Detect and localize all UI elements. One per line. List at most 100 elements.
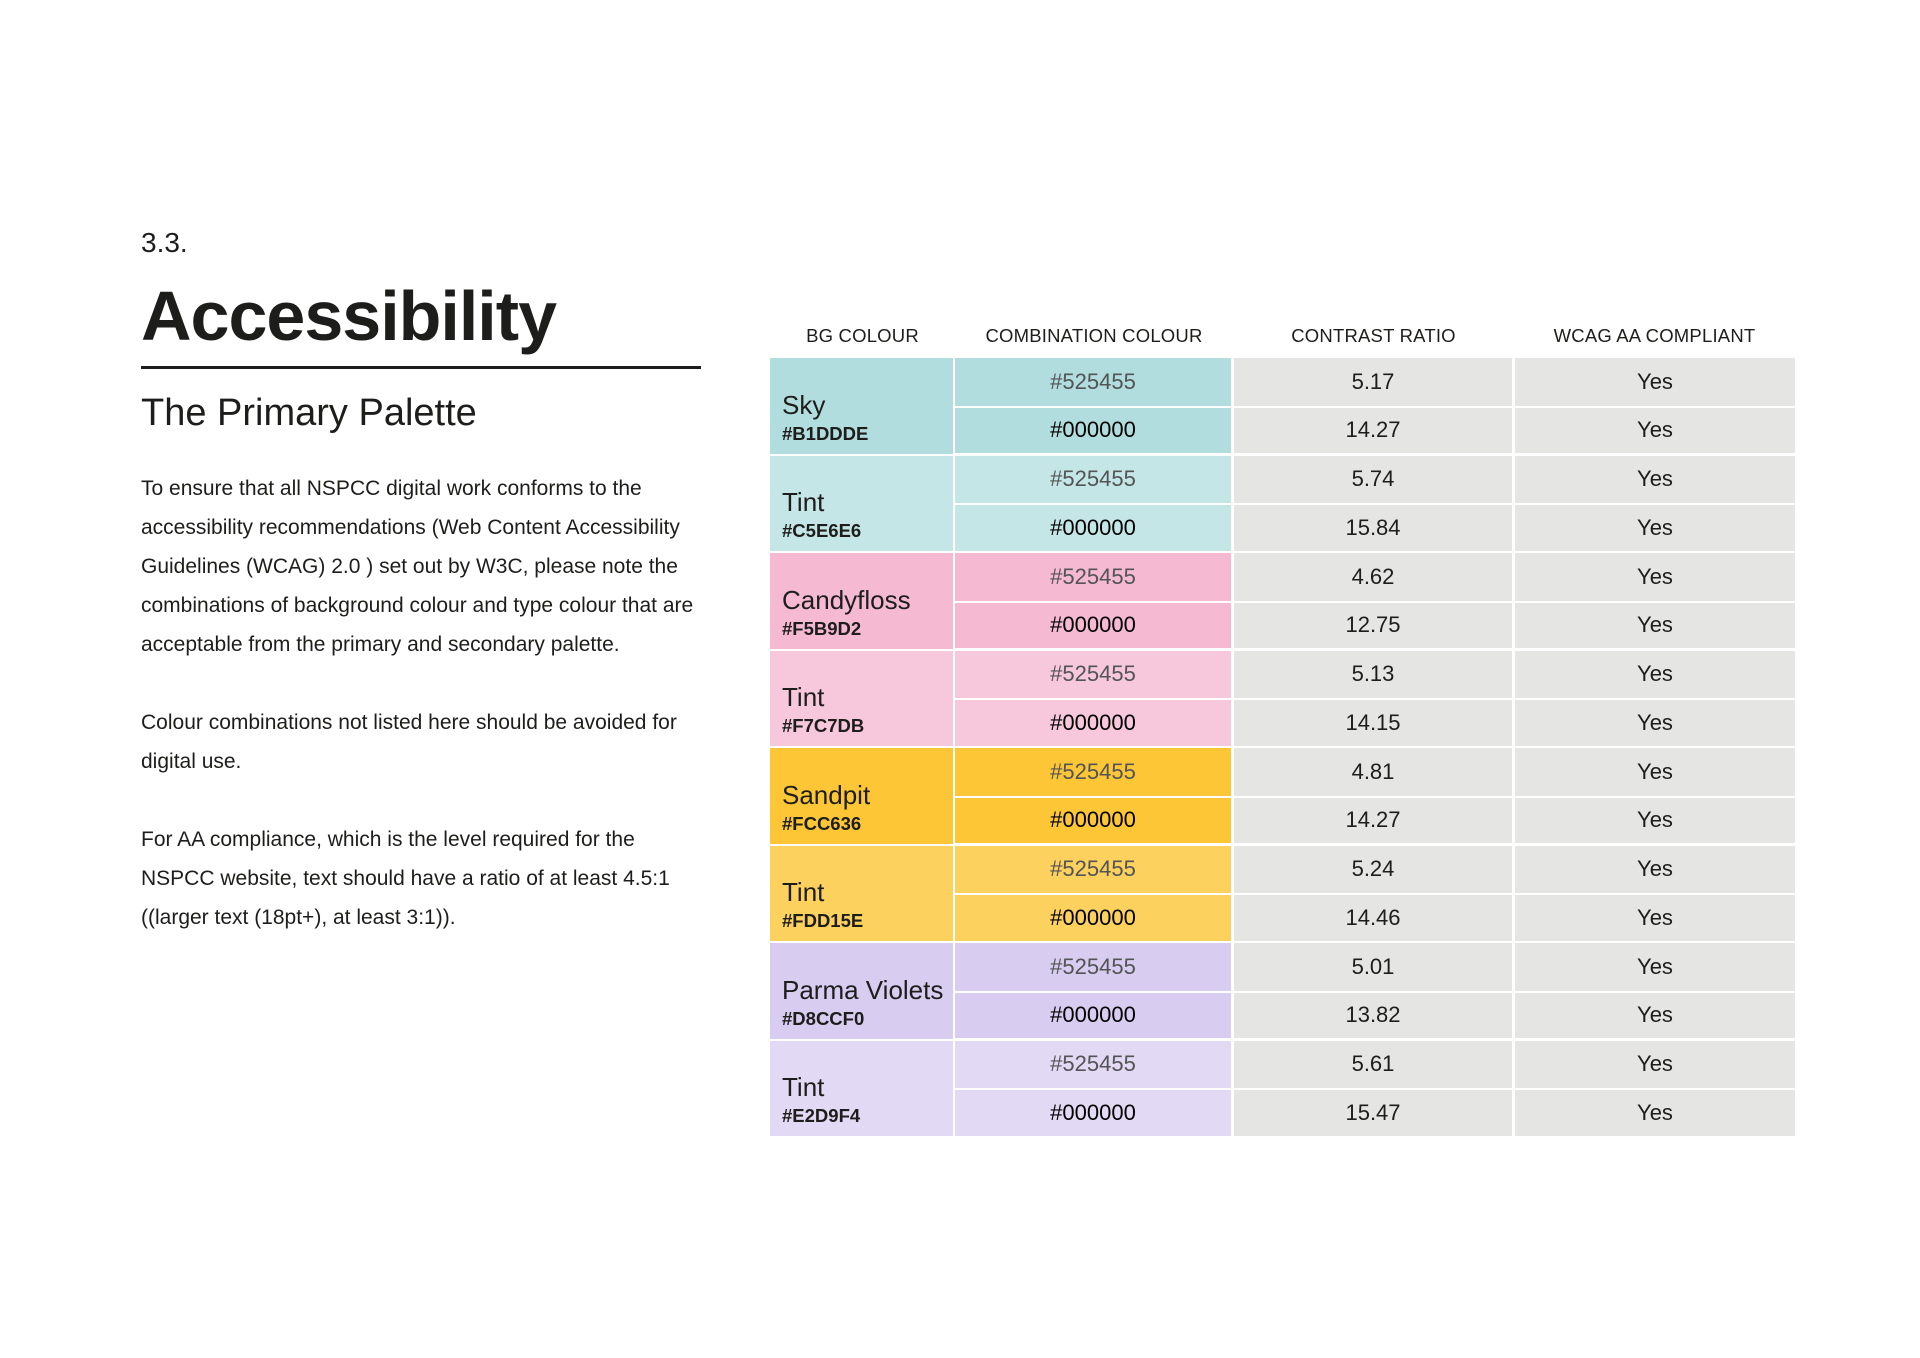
table-row: #000000 13.82 Yes bbox=[955, 990, 1795, 1038]
contrast-ratio-cell: 4.62 bbox=[1234, 553, 1512, 601]
bg-colour-name: Tint bbox=[782, 1072, 825, 1102]
bg-colour-hex: #FDD15E bbox=[782, 910, 864, 931]
bg-colour-name: Parma Violets bbox=[782, 974, 944, 1005]
wcag-compliant-cell: Yes bbox=[1515, 407, 1795, 453]
table-row: #000000 14.46 Yes bbox=[955, 893, 1795, 941]
paragraph-aa: For AA compliance, which is the level re… bbox=[141, 828, 670, 929]
wcag-compliant-cell: Yes bbox=[1515, 650, 1795, 698]
combination-colour-cell: #000000 bbox=[955, 895, 1231, 941]
header-wcag-compliant: WCAG AA COMPLIANT bbox=[1553, 324, 1756, 346]
wcag-compliant-cell: Yes bbox=[1515, 700, 1795, 746]
contrast-ratio-cell: 5.24 bbox=[1234, 845, 1512, 893]
combination-colour-cell: #000000 bbox=[955, 700, 1231, 746]
wcag-compliant-cell: Yes bbox=[1515, 602, 1795, 648]
contrast-ratio-cell: 15.84 bbox=[1234, 505, 1512, 551]
wcag-compliant-cell: Yes bbox=[1515, 553, 1795, 601]
contrast-ratio-cell: 14.27 bbox=[1234, 407, 1512, 453]
bg-colour-name: Sky bbox=[782, 389, 826, 420]
bg-colour-hex: #E2D9F4 bbox=[782, 1105, 861, 1126]
contrast-ratio-cell: 12.75 bbox=[1234, 602, 1512, 648]
bg-colour-swatch: Tint #FDD15E bbox=[770, 845, 953, 941]
combination-colour-cell: #525455 bbox=[955, 358, 1231, 406]
combination-colour-cell: #000000 bbox=[955, 505, 1231, 551]
wcag-compliant-cell: Yes bbox=[1515, 748, 1795, 796]
colour-group: Tint #E2D9F4 #525455 5.61 Yes #000000 15.47 Yes bbox=[770, 1040, 1795, 1138]
table-row: #525455 5.13 Yes bbox=[955, 650, 1795, 698]
wcag-compliant-cell: Yes bbox=[1515, 943, 1795, 991]
page-subtitle: The Primary Palette bbox=[141, 392, 477, 434]
table-row: #000000 14.27 Yes bbox=[955, 795, 1795, 843]
colour-group: Tint #C5E6E6 #525455 5.74 Yes #000000 15.84 Yes bbox=[770, 455, 1795, 553]
table-row: #525455 5.01 Yes bbox=[955, 943, 1795, 991]
wcag-compliant-cell: Yes bbox=[1515, 455, 1795, 503]
table-row: #525455 4.81 Yes bbox=[955, 748, 1795, 796]
combination-colour-cell: #000000 bbox=[955, 992, 1231, 1038]
table-body: Sky #B1DDDE #525455 5.17 Yes #000000 14.27 Yes T… bbox=[770, 358, 1795, 1138]
bg-colour-swatch: Sky #B1DDDE bbox=[770, 358, 953, 454]
contrast-ratio-cell: 5.17 bbox=[1234, 358, 1512, 406]
colour-group: Candyfloss #F5B9D2 #525455 4.62 Yes #000000 12… bbox=[770, 553, 1795, 651]
bg-colour-name: Tint bbox=[782, 487, 825, 517]
text-column: 3.3. Accessibility The Primary Palette T… bbox=[141, 226, 701, 976]
title-divider bbox=[141, 366, 701, 369]
bg-colour-swatch: Parma Violets #D8CCF0 bbox=[770, 943, 953, 1039]
table-header: BG COLOUR COMBINATION COLOUR CONTRAST RA… bbox=[770, 313, 1795, 358]
paragraph-avoid: Colour combinations not listed here shou… bbox=[141, 711, 677, 773]
bg-colour-hex: #C5E6E6 bbox=[782, 520, 862, 541]
contrast-ratio-cell: 14.15 bbox=[1234, 700, 1512, 746]
table-row: #525455 4.62 Yes bbox=[955, 553, 1795, 601]
colour-group: Sky #B1DDDE #525455 5.17 Yes #000000 14.27 Yes bbox=[770, 358, 1795, 456]
combination-colour-cell: #525455 bbox=[955, 553, 1231, 601]
combination-colour-cell: #525455 bbox=[955, 650, 1231, 698]
contrast-ratio-cell: 5.61 bbox=[1234, 1040, 1512, 1088]
bg-colour-hex: #FCC636 bbox=[782, 812, 862, 834]
contrast-ratio-cell: 14.46 bbox=[1234, 895, 1512, 941]
contrast-ratio-cell: 14.27 bbox=[1234, 797, 1512, 843]
bg-colour-swatch: Tint #F7C7DB bbox=[770, 650, 953, 746]
bg-colour-hex: #D8CCF0 bbox=[782, 1007, 865, 1029]
table-row: #000000 15.84 Yes bbox=[955, 503, 1795, 551]
contrast-ratio-cell: 5.01 bbox=[1234, 943, 1512, 991]
bg-colour-name: Candyfloss bbox=[782, 584, 911, 615]
page-title: Accessibility bbox=[141, 277, 557, 355]
table-row: #000000 12.75 Yes bbox=[955, 600, 1795, 648]
wcag-compliant-cell: Yes bbox=[1515, 358, 1795, 406]
bg-colour-name: Tint bbox=[782, 877, 825, 907]
contrast-ratio-cell: 5.74 bbox=[1234, 455, 1512, 503]
body-text: To ensure that all NSPCC digital work co… bbox=[141, 469, 701, 937]
colour-group: Tint #FDD15E #525455 5.24 Yes #000000 14.46 Yes bbox=[770, 845, 1795, 943]
bg-colour-name: Sandpit bbox=[782, 779, 871, 810]
bg-colour-swatch: Tint #E2D9F4 bbox=[770, 1040, 953, 1136]
contrast-ratio-cell: 4.81 bbox=[1234, 748, 1512, 796]
contrast-ratio-cell: 5.13 bbox=[1234, 650, 1512, 698]
header-bg-colour: BG COLOUR bbox=[806, 324, 919, 346]
table-row: #000000 14.15 Yes bbox=[955, 698, 1795, 746]
combination-colour-cell: #000000 bbox=[955, 797, 1231, 843]
combination-colour-cell: #525455 bbox=[955, 748, 1231, 796]
bg-colour-name: Tint bbox=[782, 682, 825, 712]
combination-colour-cell: #525455 bbox=[955, 943, 1231, 991]
bg-colour-hex: #F7C7DB bbox=[782, 715, 865, 736]
wcag-compliant-cell: Yes bbox=[1515, 895, 1795, 941]
contrast-ratio-cell: 13.82 bbox=[1234, 992, 1512, 1038]
table-row: #525455 5.24 Yes bbox=[955, 845, 1795, 893]
paragraph-intro: To ensure that all NSPCC digital work co… bbox=[141, 477, 694, 656]
wcag-compliant-cell: Yes bbox=[1515, 1040, 1795, 1088]
section-number: 3.3. bbox=[141, 227, 188, 258]
colour-group: Sandpit #FCC636 #525455 4.81 Yes #000000 14.27… bbox=[770, 748, 1795, 846]
table-row: #000000 14.27 Yes bbox=[955, 405, 1795, 453]
combination-colour-cell: #525455 bbox=[955, 1040, 1231, 1088]
wcag-compliant-cell: Yes bbox=[1515, 992, 1795, 1038]
bg-colour-hex: #F5B9D2 bbox=[782, 617, 862, 639]
header-combination-colour: COMBINATION COLOUR bbox=[985, 324, 1203, 346]
combination-colour-cell: #525455 bbox=[955, 455, 1231, 503]
contrast-table: BG COLOUR COMBINATION COLOUR CONTRAST RA… bbox=[770, 313, 1795, 1138]
table-row: #525455 5.61 Yes bbox=[955, 1040, 1795, 1088]
contrast-ratio-cell: 15.47 bbox=[1234, 1090, 1512, 1136]
header-contrast-ratio: CONTRAST RATIO bbox=[1291, 324, 1456, 346]
colour-group: Parma Violets #D8CCF0 #525455 5.01 Yes #00000… bbox=[770, 943, 1795, 1041]
bg-colour-swatch: Tint #C5E6E6 bbox=[770, 455, 953, 551]
combination-colour-cell: #000000 bbox=[955, 602, 1231, 648]
combination-colour-cell: #525455 bbox=[955, 845, 1231, 893]
combination-colour-cell: #000000 bbox=[955, 1090, 1231, 1136]
